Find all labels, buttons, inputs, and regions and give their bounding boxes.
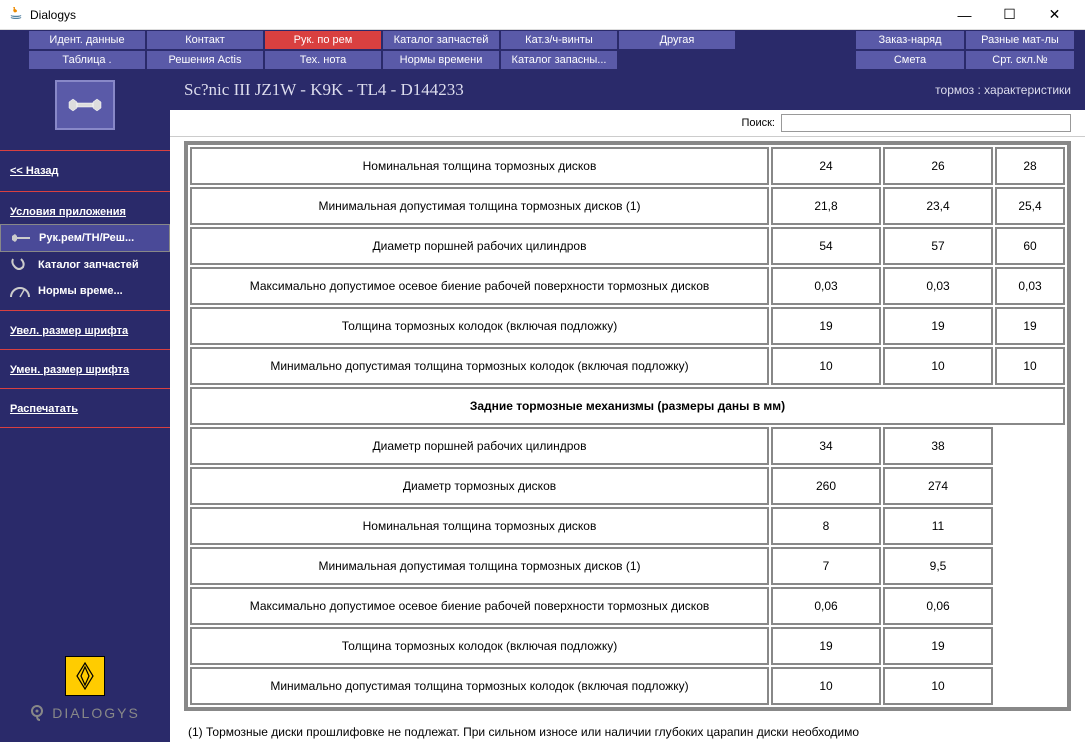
renault-logo: [65, 656, 105, 696]
spec-label: Диаметр поршней рабочих цилиндров: [190, 427, 769, 465]
spec-value: 0,03: [883, 267, 993, 305]
spec-label: Максимально допустимое осевое биение раб…: [190, 267, 769, 305]
sidebar: << Назад Условия приложения Рук.рем/ТН/Р…: [0, 70, 170, 742]
vehicle-title: Sc?nic III JZ1W - K9K - TL4 - D144233: [184, 80, 464, 100]
spec-label: Минимальная допустимая толщина тормозных…: [190, 547, 769, 585]
menu-item[interactable]: Рук. по рем: [264, 30, 382, 50]
spec-value: 19: [771, 307, 881, 345]
spec-value: 57: [883, 227, 993, 265]
conditions-link[interactable]: Условия приложения: [0, 200, 170, 224]
spec-value: 8: [771, 507, 881, 545]
menu-item[interactable]: Нормы времени: [382, 50, 500, 70]
menu-item[interactable]: Таблица .: [28, 50, 146, 70]
section-subtitle: тормоз : характеристики: [935, 83, 1071, 97]
spec-value: 274: [883, 467, 993, 505]
increase-font-link[interactable]: Увел. размер шрифта: [0, 319, 170, 343]
spec-value: 0,03: [995, 267, 1065, 305]
menu-item[interactable]: Разные мат-лы: [965, 30, 1075, 50]
sidebar-item-label: Каталог запчастей: [38, 259, 139, 271]
spec-value: 28: [995, 147, 1065, 185]
sidebar-item-norms[interactable]: Нормы време...: [0, 278, 170, 304]
spec-label: Номинальная толщина тормозных дисков: [190, 147, 769, 185]
sidebar-item-manual[interactable]: Рук.рем/ТН/Реш...: [0, 224, 170, 252]
menu-item[interactable]: Каталог запчастей: [382, 30, 500, 50]
spec-value: 10: [771, 347, 881, 385]
section-header: Задние тормозные механизмы (размеры даны…: [190, 387, 1065, 425]
spec-value: 19: [771, 627, 881, 665]
parts-icon: [8, 256, 32, 274]
window-close-button[interactable]: ✕: [1032, 0, 1077, 29]
back-link[interactable]: << Назад: [0, 159, 170, 183]
spec-label: Номинальная толщина тормозных дисков: [190, 507, 769, 545]
gauge-icon: [8, 282, 32, 300]
spec-value: 21,8: [771, 187, 881, 225]
spec-value: 0,06: [771, 587, 881, 625]
spec-label: Минимально допустимая толщина тормозных …: [190, 667, 769, 705]
window-minimize-button[interactable]: —: [942, 0, 987, 29]
content-area: Sc?nic III JZ1W - K9K - TL4 - D144233 то…: [170, 70, 1085, 742]
brake-spec-table: Номинальная толщина тормозных дисков2426…: [184, 141, 1071, 711]
menu-item[interactable]: Кат.з/ч-винты: [500, 30, 618, 50]
menu-item[interactable]: Тех. нота: [264, 50, 382, 70]
sidebar-item-label: Нормы време...: [38, 285, 123, 297]
spec-value: 10: [995, 347, 1065, 385]
sidebar-item-label: Рук.рем/ТН/Реш...: [39, 232, 134, 244]
spec-value: 19: [883, 627, 993, 665]
window-titlebar: Dialogys — ☐ ✕: [0, 0, 1085, 30]
spec-label: Максимально допустимое осевое биение раб…: [190, 587, 769, 625]
menu-item[interactable]: Заказ-наряд: [855, 30, 965, 50]
spec-value: 24: [771, 147, 881, 185]
spec-value: 260: [771, 467, 881, 505]
menu-item[interactable]: Контакт: [146, 30, 264, 50]
menu-item[interactable]: Другая: [618, 30, 736, 50]
footnote-text: (1) Тормозные диски прошлифовке не подле…: [184, 711, 1071, 742]
spec-value: 60: [995, 227, 1065, 265]
spec-value: 34: [771, 427, 881, 465]
spec-value: 10: [883, 667, 993, 705]
spec-value: 23,4: [883, 187, 993, 225]
table-scroll-area[interactable]: Номинальная толщина тормозных дисков2426…: [170, 137, 1085, 742]
spec-label: Диаметр поршней рабочих цилиндров: [190, 227, 769, 265]
spec-label: Толщина тормозных колодок (включая подло…: [190, 627, 769, 665]
wrench-icon: [55, 80, 115, 130]
dialogys-logo: DIALOGYS: [30, 704, 140, 722]
spec-value: 7: [771, 547, 881, 585]
spec-label: Минимально допустимая толщина тормозных …: [190, 347, 769, 385]
menu-item[interactable]: Смета: [855, 50, 965, 70]
window-maximize-button[interactable]: ☐: [987, 0, 1032, 29]
spec-label: Минимальная допустимая толщина тормозных…: [190, 187, 769, 225]
spec-label: Диаметр тормозных дисков: [190, 467, 769, 505]
menubar: Идент. данныеКонтактРук. по ремКаталог з…: [0, 30, 1085, 70]
spec-value: 10: [771, 667, 881, 705]
spec-value: 9,5: [883, 547, 993, 585]
window-title: Dialogys: [30, 8, 76, 22]
spec-value: 19: [883, 307, 993, 345]
menu-item[interactable]: Решения Actis: [146, 50, 264, 70]
java-icon: [8, 5, 24, 24]
spec-value: 0,03: [771, 267, 881, 305]
spec-value: 0,06: [883, 587, 993, 625]
search-label: Поиск:: [741, 117, 775, 129]
decrease-font-link[interactable]: Умен. размер шрифта: [0, 358, 170, 382]
spec-label: Толщина тормозных колодок (включая подло…: [190, 307, 769, 345]
spec-value: 11: [883, 507, 993, 545]
spec-value: 54: [771, 227, 881, 265]
sidebar-item-catalog[interactable]: Каталог запчастей: [0, 252, 170, 278]
print-link[interactable]: Распечатать: [0, 397, 170, 421]
search-input[interactable]: [781, 114, 1071, 132]
spec-value: 38: [883, 427, 993, 465]
spec-value: 10: [883, 347, 993, 385]
spec-value: 19: [995, 307, 1065, 345]
menu-item[interactable]: Идент. данные: [28, 30, 146, 50]
spec-value: 25,4: [995, 187, 1065, 225]
wrench-small-icon: [9, 229, 33, 247]
spec-value: 26: [883, 147, 993, 185]
menu-item[interactable]: Каталог запасны...: [500, 50, 618, 70]
menu-item[interactable]: Срт. скл.№: [965, 50, 1075, 70]
